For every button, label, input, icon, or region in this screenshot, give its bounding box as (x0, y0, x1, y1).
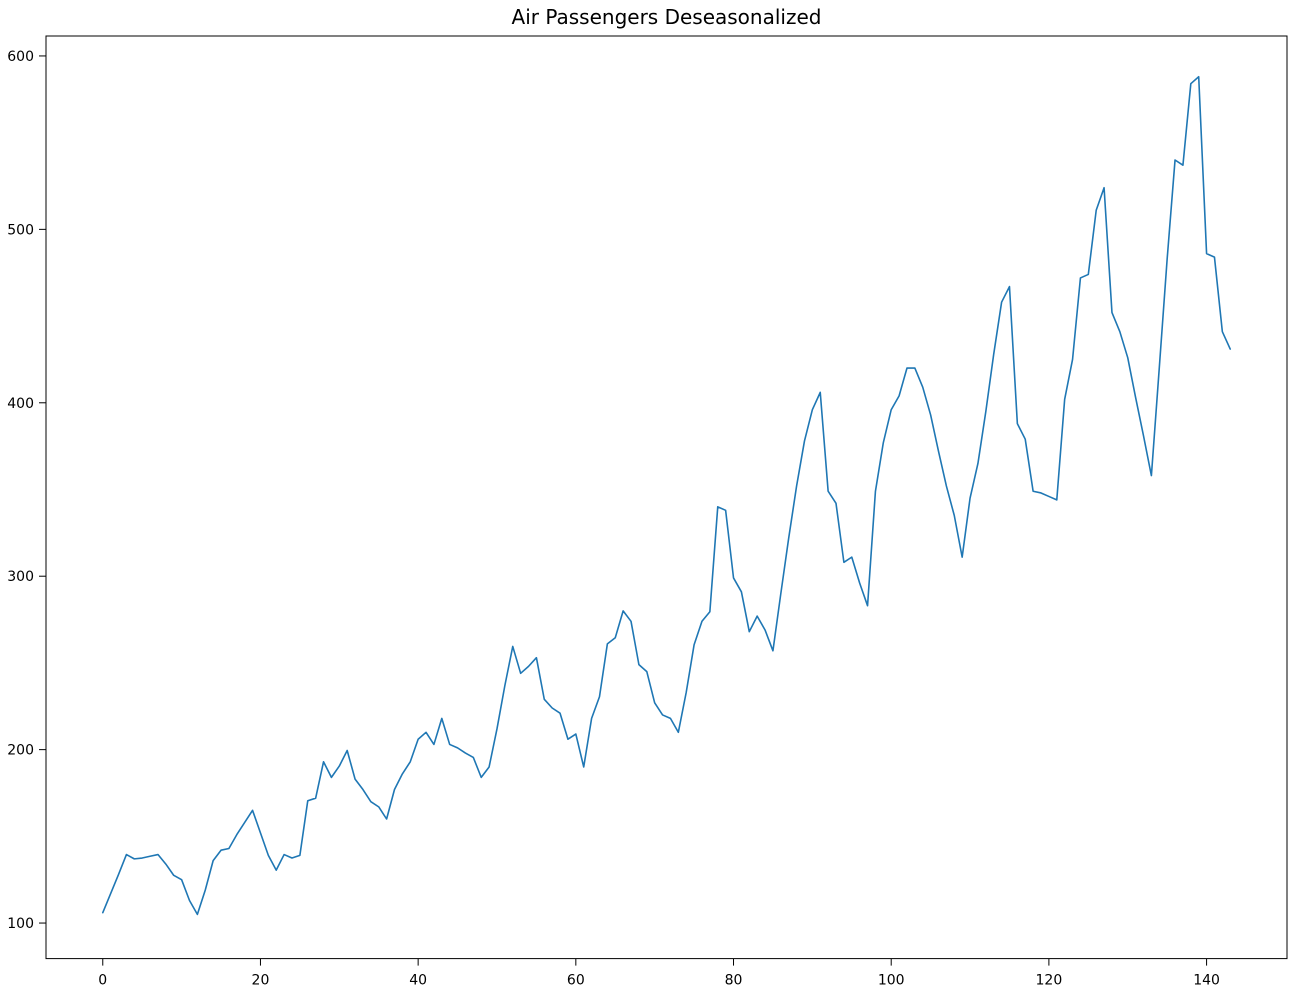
x-tick-label: 40 (409, 973, 427, 989)
y-tick-label: 300 (7, 569, 34, 585)
y-tick-label: 600 (7, 49, 34, 65)
y-tick-label: 100 (7, 916, 34, 932)
plot-frame (45, 35, 1288, 960)
y-tick-label: 400 (7, 396, 34, 412)
x-tick-label: 80 (725, 973, 743, 989)
x-tick-label: 0 (98, 973, 107, 989)
x-tick-label: 120 (1036, 973, 1063, 989)
x-tick-label: 140 (1193, 973, 1220, 989)
y-tick-label: 200 (7, 743, 34, 759)
chart-title: Air Passengers Deseasonalized (511, 5, 822, 29)
y-tick-label: 500 (7, 222, 34, 238)
x-tick-label: 100 (878, 973, 905, 989)
passengers-series-line (101, 75, 1232, 916)
x-tick-label: 20 (252, 973, 270, 989)
x-tick-label: 60 (567, 973, 585, 989)
